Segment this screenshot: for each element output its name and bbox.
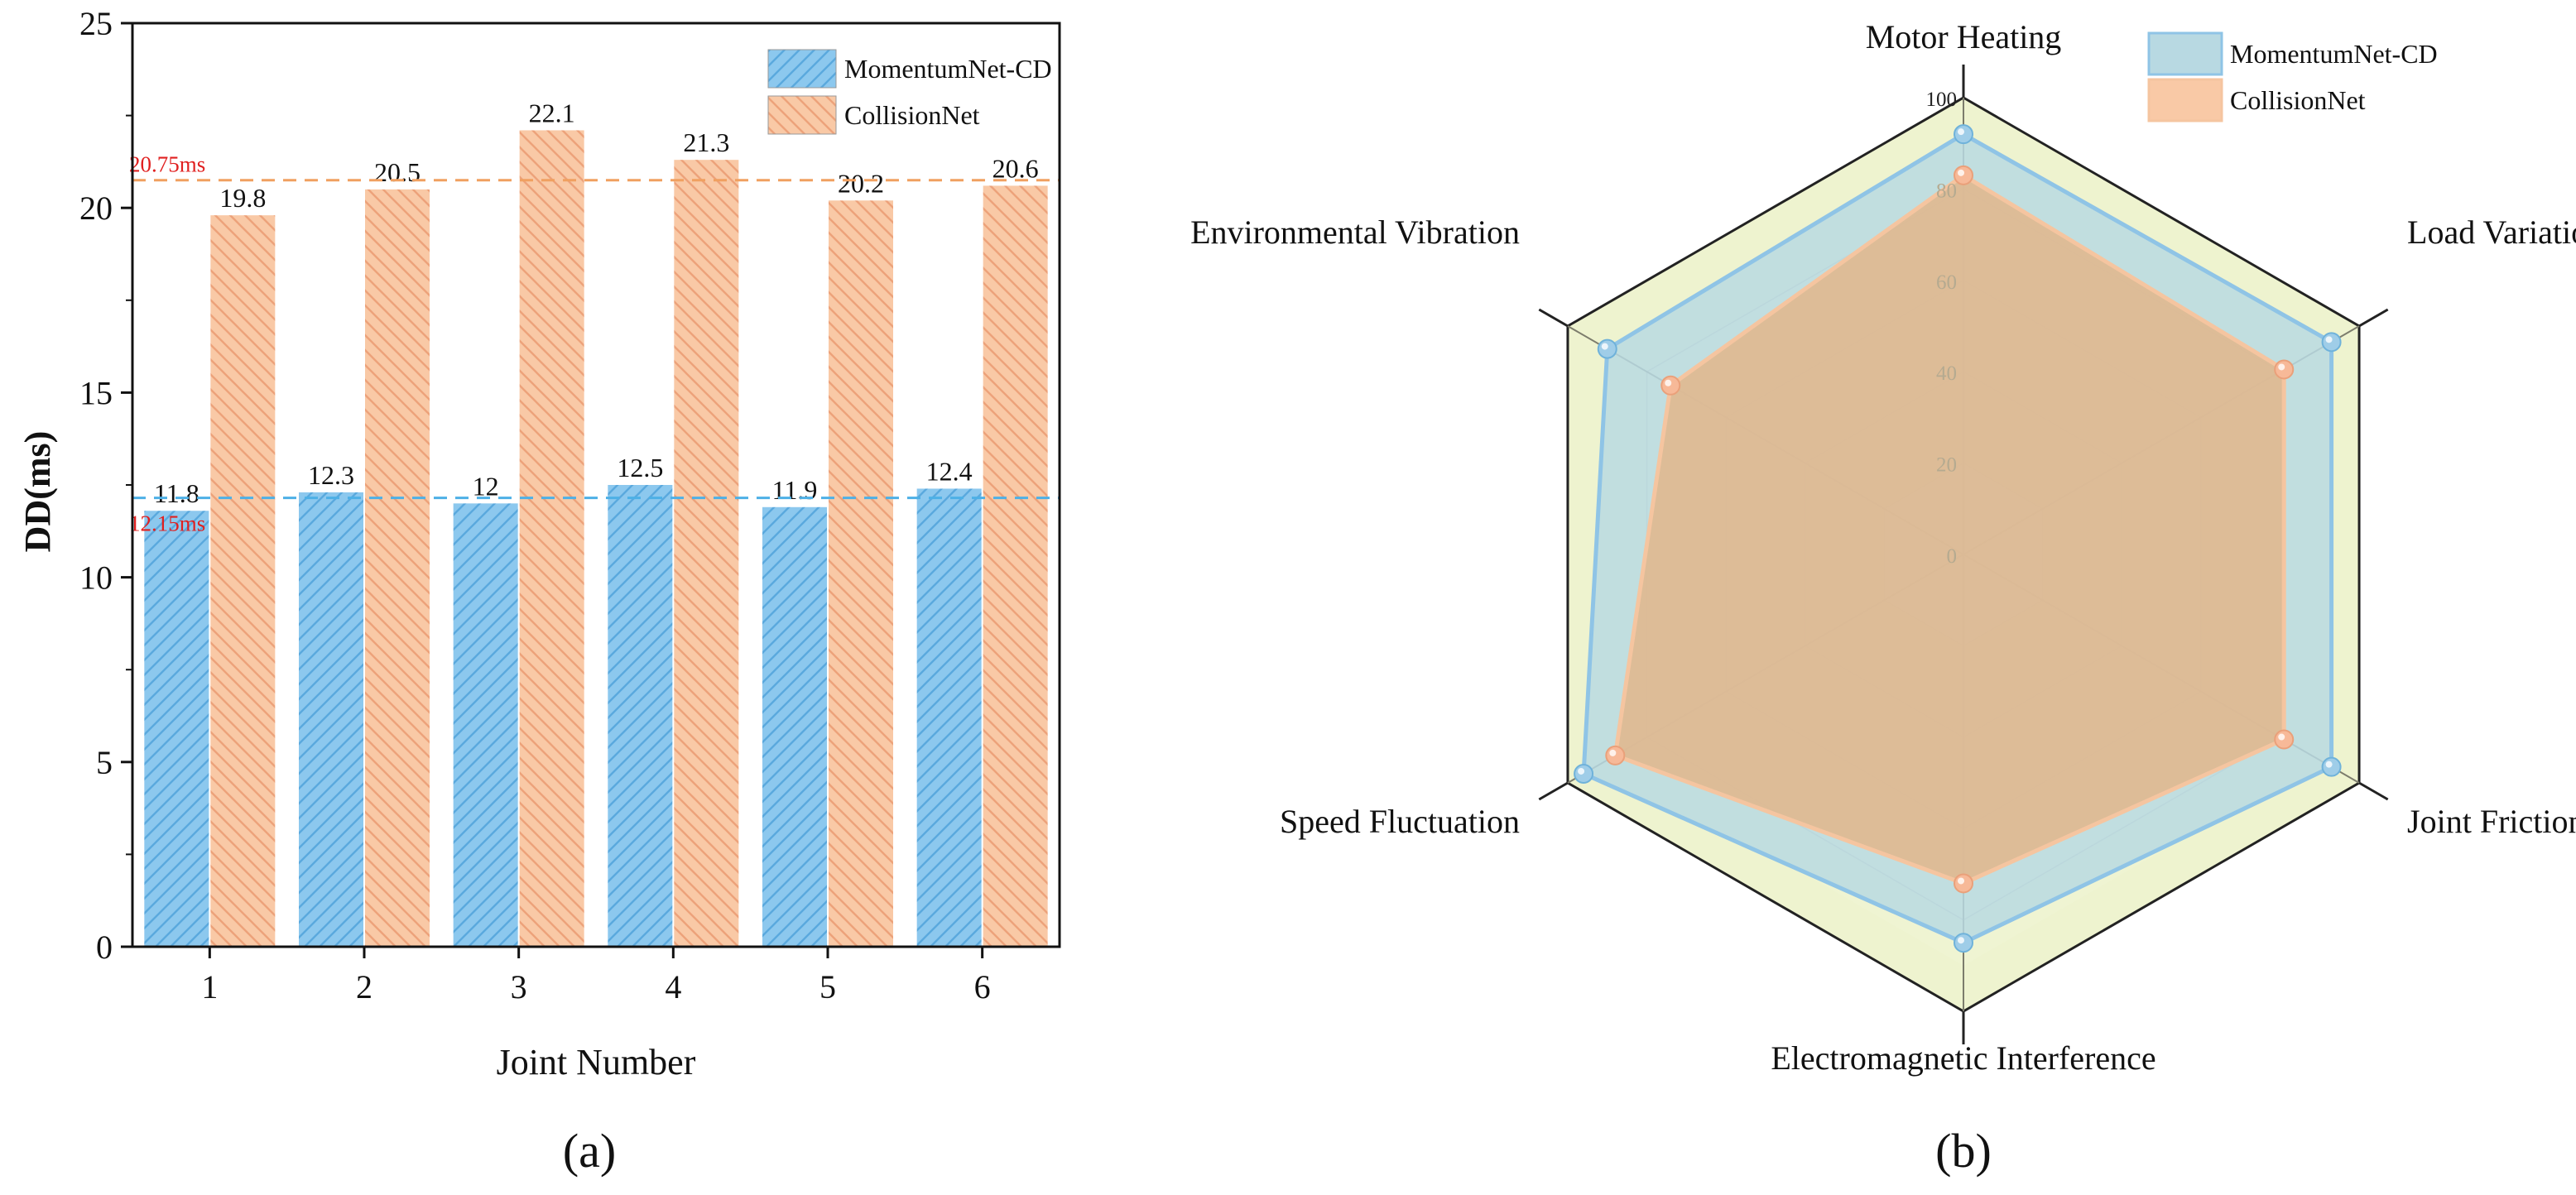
bar-value-label: 20.6 [992,153,1039,183]
y-tick-label: 20 [79,190,113,227]
x-axis-title: Joint Number [497,1042,696,1082]
radar-point-collision [1954,165,1973,185]
y-tick-label: 15 [79,374,113,411]
bar-value-label: 12 [473,471,499,501]
radar-series: 0 20 40 60 80 100 [1574,89,2342,953]
radar-axis-label: Speed Fluctuation [1280,803,1520,840]
panel-label-b: (b) [1935,1124,1992,1178]
radar-point-collision [1954,873,1973,894]
radar-point-momentum [1954,124,1973,145]
radar-axis-label: Joint Friction [2407,803,2576,840]
radar-tick-label: 20 [1936,454,1957,477]
radar-spoke-extension [1538,781,1569,801]
y-tick-label: 0 [96,929,113,966]
radar-point-highlight [1958,877,1964,885]
radar-point-highlight [1665,379,1672,386]
radar-point-highlight [2325,761,2333,768]
radar-point-highlight [1578,767,1585,775]
radar-chart-legend: MomentumNet-CD CollisionNet [2147,31,2438,122]
radar-legend-swatch-momentum [2147,31,2223,76]
radar-point-momentum [1954,933,1973,953]
bar-value-label: 11.8 [154,478,199,508]
bar-collision-joint-2 [365,189,430,947]
radar-point-momentum [2321,332,2342,353]
bar-value-label: 12.4 [926,456,973,486]
bar-value-label: 21.3 [683,127,729,157]
bar-value-label: 12.5 [617,453,663,482]
y-tick-label: 10 [79,559,113,597]
radar-spoke-extension [1538,308,1569,328]
bar-chart-legend: MomentumNet-CD CollisionNet [767,49,1052,135]
radar-point-momentum [1574,763,1594,784]
radar-axis-labels: Motor Heating Load Variation Joint Frictio… [1190,18,2576,1077]
radar-chart-panel: 0 20 40 60 80 100 Motor Heating Load Variation… [1190,18,2576,1178]
bar-value-label: 20.2 [838,168,884,198]
radar-point-highlight [1609,749,1617,756]
bar-collision-joint-1 [210,215,276,947]
radar-tick-label: 0 [1947,545,1958,568]
radar-point-collision [2274,359,2295,380]
bar-value-label: 19.8 [219,183,266,213]
radar-tick-label: 40 [1936,362,1957,385]
bar-momentum-joint-1 [144,511,209,947]
radar-axis-label: Motor Heating [1866,18,2062,55]
radar-point-highlight [1958,169,1964,176]
radar-tick-label: 100 [1926,89,1958,111]
bar-collision-joint-5 [829,200,893,948]
y-tick-label: 5 [96,744,113,781]
radar-point-highlight [1958,937,1964,944]
panel-label-a: (a) [563,1124,616,1178]
bar-chart-panel: 11.819.812.320.51222.112.521.311.920.212… [17,5,1061,1178]
radar-tick-label: 80 [1936,180,1957,202]
radar-axis-label: Electromagnetic Interference [1771,1039,2155,1077]
radar-legend-label-collision: CollisionNet [2230,85,2366,115]
bar-momentum-joint-2 [299,492,363,947]
radar-point-momentum [2321,756,2342,777]
average-line-label: 12.15ms [129,511,205,536]
radar-point-highlight [2278,363,2285,371]
legend-swatch-momentum [767,49,837,89]
x-tick-label: 2 [356,968,372,1005]
average-line-label: 20.75ms [129,152,205,177]
bar-momentum-joint-3 [453,503,518,947]
bar-chart-marks: 11.8 19.8 12.3 20.5 12 22.1 12.5 21.3 11.9 20.2 12… [129,98,1060,948]
radar-legend-label-momentum: MomentumNet-CD [2230,39,2438,69]
radar-point-highlight [2325,336,2333,343]
radar-axis-label: Load Variation [2407,214,2576,251]
x-tick-label: 3 [511,968,527,1005]
y-axis-title: DD(ms) [17,431,58,553]
radar-point-collision [1605,745,1626,765]
bar-momentum-joint-6 [916,488,982,947]
bar-value-label: 11.9 [772,475,818,505]
radar-axis-label: Environmental Vibration [1190,214,1520,251]
bar-momentum-joint-4 [608,485,673,947]
x-tick-label: 6 [974,968,991,1005]
radar-point-momentum [1597,338,1617,359]
x-tick-label: 4 [665,968,681,1005]
bar-value-label: 12.3 [308,460,354,490]
legend-swatch-collision [767,95,837,135]
bar-value-label: 20.5 [374,157,421,187]
bar-collision-joint-3 [519,130,584,947]
radar-point-highlight [2278,733,2285,741]
radar-point-collision [1660,375,1681,396]
y-tick-label: 25 [79,5,113,42]
radar-spoke-extension [2358,308,2389,328]
legend-label-momentum: MomentumNet-CD [844,54,1052,84]
radar-point-highlight [1601,343,1608,350]
radar-legend-swatch-collision [2147,78,2223,122]
bar-collision-joint-4 [674,160,739,948]
radar-point-collision [2274,729,2295,750]
bar-collision-joint-6 [983,185,1048,947]
radar-point-highlight [1958,128,1964,136]
radar-tick-label: 60 [1936,271,1957,294]
radar-spoke-extension [2358,781,2389,801]
bar-value-label: 22.1 [529,98,575,127]
bar-momentum-joint-5 [762,506,827,947]
legend-label-collision: CollisionNet [844,100,980,130]
x-tick-label: 5 [819,968,836,1005]
x-tick-label: 1 [201,968,218,1005]
